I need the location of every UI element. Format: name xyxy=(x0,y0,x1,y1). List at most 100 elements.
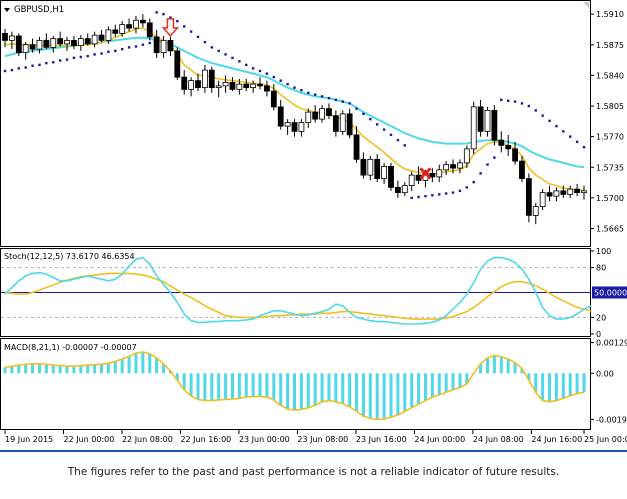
parabolic-sar-dot xyxy=(431,194,433,196)
parabolic-sar-dot xyxy=(383,128,385,130)
parabolic-sar-dot xyxy=(59,59,61,61)
macd-histogram-bar xyxy=(293,373,296,410)
bullish-candle xyxy=(37,40,42,49)
parabolic-sar-dot xyxy=(273,76,275,78)
macd-histogram-bar xyxy=(541,373,544,400)
bullish-candle xyxy=(540,193,545,207)
macd-histogram-bar xyxy=(507,359,510,373)
bearish-candle xyxy=(140,20,145,23)
parabolic-sar-dot xyxy=(252,67,254,69)
bullish-candle xyxy=(437,170,442,177)
bearish-candle xyxy=(175,51,180,77)
price-axis-label: 1.5735 xyxy=(596,163,624,172)
bullish-candle xyxy=(320,109,325,120)
parabolic-sar-dot xyxy=(142,44,144,46)
parabolic-sar-dot xyxy=(452,191,454,193)
bearish-candle xyxy=(395,187,400,192)
parabolic-sar-dot xyxy=(569,135,571,137)
parabolic-sar-dot xyxy=(238,60,240,62)
macd-histogram-bar xyxy=(38,364,41,374)
parabolic-sar-dot xyxy=(528,105,530,107)
bearish-candle xyxy=(168,40,173,51)
macd-histogram-bar xyxy=(252,373,255,396)
macd-histogram-bar xyxy=(500,357,503,374)
macd-histogram-bar xyxy=(210,373,213,400)
bearish-candle xyxy=(506,145,511,149)
bullish-candle xyxy=(368,159,373,175)
parabolic-sar-dot xyxy=(548,120,550,122)
macd-histogram-bar xyxy=(224,373,227,399)
time-axis-label: 19 Jun 2015 xyxy=(5,435,53,444)
parabolic-sar-dot xyxy=(521,102,523,104)
macd-histogram-bar xyxy=(203,373,206,400)
bearish-candle xyxy=(347,114,352,135)
bullish-candle xyxy=(402,186,407,193)
bearish-candle xyxy=(127,25,132,29)
bullish-candle xyxy=(299,123,304,132)
parabolic-sar-dot xyxy=(224,53,226,55)
macd-histogram-bar xyxy=(486,358,489,373)
stoch-axis-label: 100 xyxy=(596,247,611,256)
macd-histogram-bar xyxy=(355,373,358,411)
parabolic-sar-dot xyxy=(245,64,247,66)
macd-axis-label: 0.00129 xyxy=(596,339,627,348)
macd-histogram-bar xyxy=(141,352,144,373)
bearish-candle xyxy=(478,107,483,132)
bullish-candle xyxy=(382,166,387,178)
macd-histogram-bar xyxy=(4,367,7,373)
price-axis-label: 1.5910 xyxy=(596,10,624,19)
macd-histogram-bar xyxy=(445,373,448,392)
macd-histogram-bar xyxy=(390,373,393,417)
price-axis-label: 1.5805 xyxy=(596,102,624,111)
macd-histogram-bar xyxy=(114,361,117,373)
macd-histogram-bar xyxy=(300,373,303,409)
macd-histogram-bar xyxy=(128,356,131,373)
parabolic-sar-dot xyxy=(197,36,199,38)
parabolic-sar-dot xyxy=(107,51,109,53)
macd-histogram-bar xyxy=(362,373,365,416)
time-axis-label: 22 Jun 16:00 xyxy=(180,435,231,444)
parabolic-sar-dot xyxy=(514,100,516,102)
macd-histogram-bar xyxy=(376,373,379,419)
time-axis-label: 23 Jun 00:00 xyxy=(239,435,290,444)
bearish-candle xyxy=(196,81,201,88)
macd-histogram-bar xyxy=(314,373,317,405)
parabolic-sar-dot xyxy=(328,97,330,99)
parabolic-sar-dot xyxy=(493,156,495,158)
macd-histogram-bar xyxy=(321,373,324,402)
macd-histogram-bar xyxy=(369,373,372,418)
bullish-candle xyxy=(444,165,449,170)
parabolic-sar-dot xyxy=(348,102,350,104)
time-axis-label: 24 Jun 08:00 xyxy=(473,435,524,444)
bearish-candle xyxy=(271,91,276,107)
macd-histogram-bar xyxy=(555,373,558,400)
parabolic-sar-dot xyxy=(486,163,488,165)
bearish-candle xyxy=(361,159,366,175)
macd-histogram-bar xyxy=(431,373,434,397)
macd-histogram-bar xyxy=(452,373,455,390)
macd-histogram-bar xyxy=(107,363,110,373)
parabolic-sar-dot xyxy=(583,146,585,148)
bearish-candle xyxy=(230,82,235,89)
parabolic-sar-dot xyxy=(424,195,426,197)
parabolic-sar-dot xyxy=(80,56,82,58)
bullish-candle xyxy=(223,82,228,86)
macd-histogram-bar xyxy=(10,366,13,373)
parabolic-sar-dot xyxy=(93,53,95,55)
parabolic-sar-dot xyxy=(24,66,26,68)
bullish-candle xyxy=(237,84,242,89)
bearish-candle xyxy=(99,35,104,40)
footer-divider xyxy=(0,450,627,452)
macd-histogram-bar xyxy=(403,373,406,411)
bearish-candle xyxy=(519,161,524,179)
macd-histogram-bar xyxy=(569,373,572,396)
parabolic-sar-dot xyxy=(507,100,509,102)
bearish-candle xyxy=(154,37,159,53)
parabolic-sar-dot xyxy=(300,89,302,91)
bearish-candle xyxy=(264,86,269,91)
macd-histogram-bar xyxy=(562,373,565,398)
bullish-candle xyxy=(216,86,221,88)
macd-histogram-bar xyxy=(148,354,151,374)
